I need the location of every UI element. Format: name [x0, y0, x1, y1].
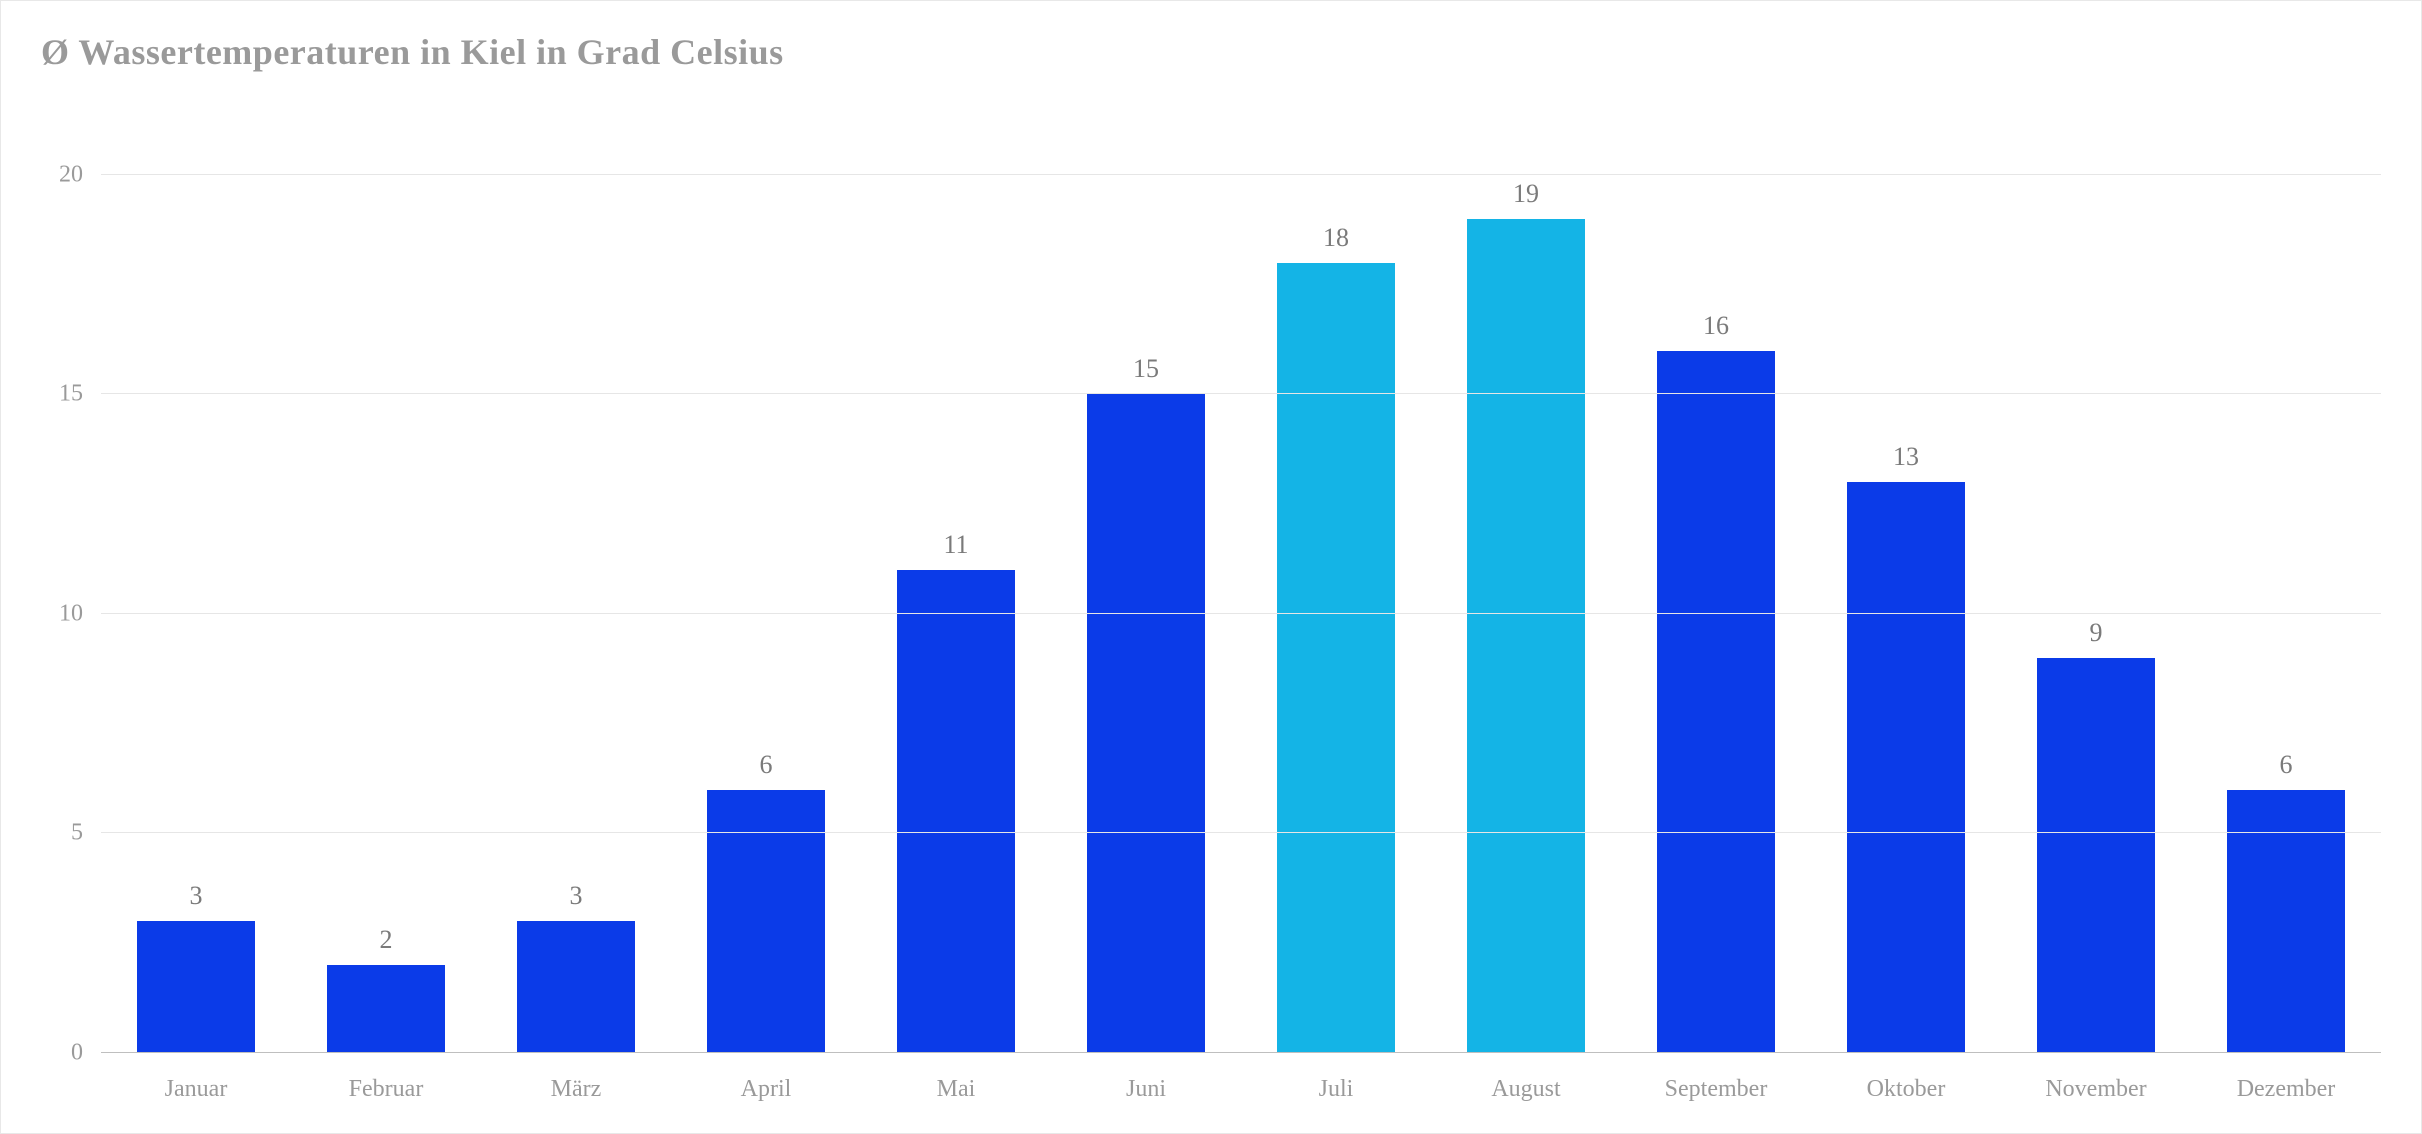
x-tick-label: Februar	[291, 1076, 481, 1103]
x-axis-labels: JanuarFebruarMärzAprilMaiJuniJuliAugustS…	[101, 1076, 2381, 1103]
bar	[517, 921, 635, 1053]
x-tick-label: April	[671, 1076, 861, 1103]
bars-row: 3 2 3 6 11 15 18 19 16 13 9 6	[101, 131, 2381, 1053]
bar-value-label: 11	[943, 530, 968, 560]
bar	[1467, 219, 1585, 1053]
bar-slot: 3	[481, 131, 671, 1053]
bar-slot: 2	[291, 131, 481, 1053]
bar	[1087, 394, 1205, 1053]
chart-title: Ø Wassertemperaturen in Kiel in Grad Cel…	[41, 31, 2381, 73]
x-tick-label: März	[481, 1076, 671, 1103]
y-tick-label: 15	[59, 381, 83, 408]
bar	[707, 790, 825, 1053]
bar-slot: 18	[1241, 131, 1431, 1053]
bar	[2037, 658, 2155, 1053]
gridline	[101, 832, 2381, 833]
bar-value-label: 15	[1133, 354, 1159, 384]
x-tick-label: Oktober	[1811, 1076, 2001, 1103]
chart-container: Ø Wassertemperaturen in Kiel in Grad Cel…	[0, 0, 2422, 1134]
x-tick-label: Mai	[861, 1076, 1051, 1103]
bar-slot: 6	[2191, 131, 2381, 1053]
bar-value-label: 16	[1703, 311, 1729, 341]
bar	[137, 921, 255, 1053]
bar-value-label: 19	[1513, 179, 1539, 209]
x-tick-label: Dezember	[2191, 1076, 2381, 1103]
bar-slot: 19	[1431, 131, 1621, 1053]
bar	[1657, 351, 1775, 1053]
bar-value-label: 18	[1323, 223, 1349, 253]
x-tick-label: Juni	[1051, 1076, 1241, 1103]
bar-slot: 6	[671, 131, 861, 1053]
bar-slot: 9	[2001, 131, 2191, 1053]
x-axis-baseline	[101, 1052, 2381, 1053]
y-tick-label: 20	[59, 161, 83, 188]
bar-slot: 16	[1621, 131, 1811, 1053]
x-tick-label: Januar	[101, 1076, 291, 1103]
gridline	[101, 393, 2381, 394]
y-tick-label: 10	[59, 600, 83, 627]
gridline	[101, 174, 2381, 175]
bar	[1847, 482, 1965, 1053]
y-tick-label: 0	[71, 1040, 83, 1067]
bar-slot: 3	[101, 131, 291, 1053]
y-tick-label: 5	[71, 820, 83, 847]
bar-value-label: 2	[380, 925, 393, 955]
bar-slot: 15	[1051, 131, 1241, 1053]
bar-value-label: 3	[190, 881, 203, 911]
x-tick-label: September	[1621, 1076, 1811, 1103]
bar-value-label: 6	[2280, 750, 2293, 780]
bar-value-label: 9	[2090, 618, 2103, 648]
plot-area: 323611151819161396 05101520	[101, 131, 2381, 1053]
bar	[2227, 790, 2345, 1053]
bar-value-label: 6	[760, 750, 773, 780]
bar-value-label: 3	[570, 881, 583, 911]
bar-slot: 11	[861, 131, 1051, 1053]
bar	[327, 965, 445, 1053]
gridline	[101, 613, 2381, 614]
bar-value-label: 13	[1893, 442, 1919, 472]
bar	[897, 570, 1015, 1053]
x-tick-label: August	[1431, 1076, 1621, 1103]
x-tick-label: November	[2001, 1076, 2191, 1103]
bar	[1277, 263, 1395, 1053]
x-tick-label: Juli	[1241, 1076, 1431, 1103]
bar-slot: 13	[1811, 131, 2001, 1053]
